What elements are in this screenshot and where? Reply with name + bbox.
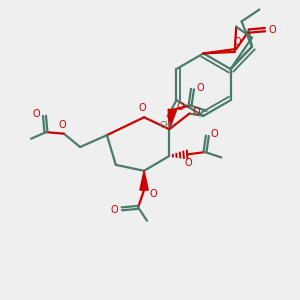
Text: O: O xyxy=(139,103,146,113)
Text: O: O xyxy=(149,189,157,199)
Text: O: O xyxy=(58,120,66,130)
Text: O: O xyxy=(211,129,219,139)
Text: O: O xyxy=(193,107,201,117)
Text: O: O xyxy=(234,38,242,47)
Text: O: O xyxy=(185,158,193,168)
Text: O: O xyxy=(196,82,204,93)
Text: O: O xyxy=(268,25,276,34)
Polygon shape xyxy=(140,171,148,190)
Text: O: O xyxy=(32,109,40,119)
Text: CH₃: CH₃ xyxy=(160,121,175,130)
Text: O: O xyxy=(177,102,184,112)
Polygon shape xyxy=(168,109,176,129)
Text: O: O xyxy=(110,205,118,215)
